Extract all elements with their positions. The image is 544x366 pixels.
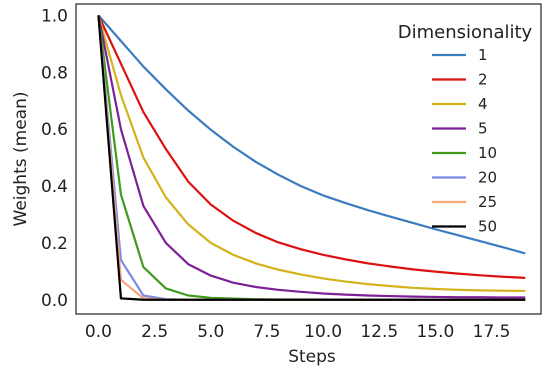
x-axis-label: Steps [288,347,336,366]
legend-label-50: 50 [478,218,497,236]
y-tick-labels: 0.0 0.2 0.4 0.6 0.8 1.0 [41,6,68,310]
legend-label-20: 20 [478,169,497,187]
series-line-20 [97,15,526,301]
x-tick-label: 17.5 [473,322,511,342]
y-tick-label: 1.0 [41,6,68,26]
legend-label-2: 2 [478,71,488,89]
y-tick-label: 0.0 [41,291,68,311]
series-layer [97,14,526,301]
x-tick-label: 15.0 [416,322,454,342]
series-line-50 [97,15,526,301]
plot-frame [75,3,542,315]
x-tick-label: 12.5 [360,322,398,342]
y-tick-label: 0.6 [41,120,68,140]
x-tick-label: 10.0 [304,322,342,342]
x-tick-label: 7.5 [253,322,280,342]
legend-label-1: 1 [478,46,488,64]
series-line-1 [97,14,526,255]
y-axis-label: Weights (mean) [11,92,31,227]
series-line-2 [97,14,526,279]
legend-label-25: 25 [478,193,497,211]
x-tick-label: 5.0 [197,322,224,342]
y-tick-label: 0.4 [41,177,68,197]
series-line-25 [97,15,526,301]
legend-title: Dimensionality [398,22,533,43]
y-tick-label: 0.2 [41,234,68,254]
legend-label-4: 4 [478,95,488,113]
legend-label-5: 5 [478,120,488,138]
series-line-4 [97,15,526,293]
series-line-10 [97,15,526,301]
x-tick-labels: 0.0 2.5 5.0 7.5 10.0 12.5 15.0 17.5 [85,322,511,342]
x-tick-label: 2.5 [141,322,168,342]
y-tick-label: 0.8 [41,63,68,83]
x-tick-label: 0.0 [85,322,112,342]
series-line-5 [97,15,526,299]
legend-label-10: 10 [478,144,497,162]
legend: Dimensionality 1 2 4 5 10 20 25 50 [398,22,533,236]
